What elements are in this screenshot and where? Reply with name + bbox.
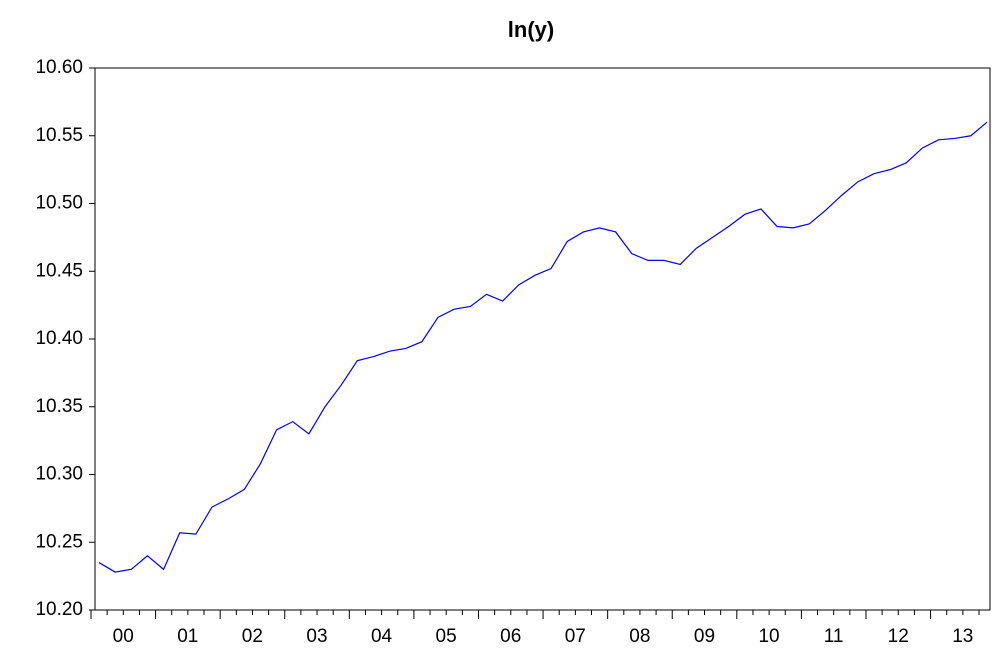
x-tick-label: 07	[565, 626, 586, 647]
x-tick-label: 10	[758, 626, 779, 647]
plot-frame	[94, 67, 991, 611]
x-tick-label: 11	[824, 626, 844, 647]
x-tick-label: 08	[629, 626, 650, 647]
y-tick-label: 10.60	[35, 57, 83, 78]
chart-title: ln(y)	[508, 17, 554, 42]
y-tick-label: 10.35	[35, 396, 83, 417]
y-tick-label: 10.50	[35, 193, 83, 214]
y-tick-label: 10.25	[35, 531, 83, 552]
x-tick-label: 00	[113, 626, 134, 647]
x-tick-label: 09	[694, 626, 715, 647]
x-tick-label: 03	[306, 626, 327, 647]
x-tick-label: 04	[371, 626, 393, 647]
y-tick-label: 10.45	[35, 260, 83, 281]
x-tick-label: 01	[177, 626, 198, 647]
x-tick-label: 02	[242, 626, 263, 647]
x-tick-label: 05	[436, 626, 457, 647]
y-tick-label: 10.30	[35, 464, 83, 485]
x-tick-label: 13	[952, 626, 973, 647]
x-tick-label: 06	[500, 626, 521, 647]
y-tick-label: 10.55	[35, 125, 83, 146]
x-tick-label: 12	[888, 626, 909, 647]
y-tick-label: 10.40	[35, 328, 83, 349]
y-tick-label: 10.20	[35, 599, 83, 620]
data-line	[98, 121, 988, 573]
